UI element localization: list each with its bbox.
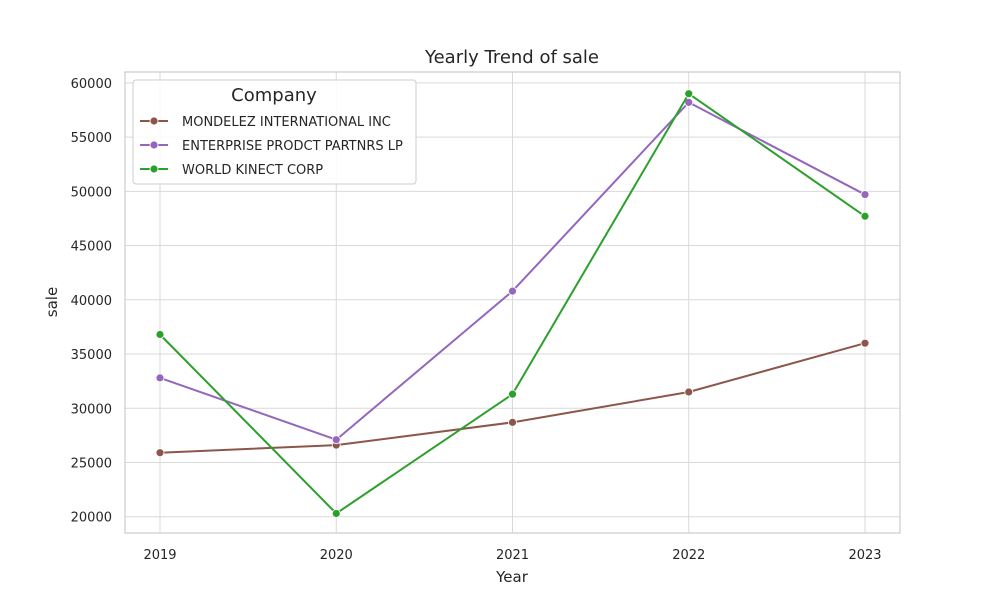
series <box>155 97 870 445</box>
data-point <box>331 509 341 518</box>
data-point <box>508 286 517 296</box>
x-tick-label: 2020 <box>320 548 353 563</box>
legend-item: MONDELEZ INTERNATIONAL INC <box>140 115 391 130</box>
data-point <box>684 89 694 99</box>
x-axis-label: Year <box>495 568 529 586</box>
data-point <box>860 211 870 221</box>
legend-swatch-marker <box>149 140 159 150</box>
legend-label: WORLD KINECT CORP <box>182 163 323 178</box>
legend-item: ENTERPRISE PRODCT PARTNRS LP <box>140 139 403 154</box>
chart-title: Yearly Trend of sale <box>424 47 599 68</box>
y-tick-label: 40000 <box>71 294 112 309</box>
data-point <box>684 387 694 397</box>
data-point <box>860 190 870 199</box>
y-tick-label: 55000 <box>71 131 112 146</box>
legend-swatch-marker <box>149 116 159 126</box>
legend-label: MONDELEZ INTERNATIONAL INC <box>182 115 391 130</box>
data-point <box>508 417 517 427</box>
legend-title: Company <box>231 85 317 106</box>
y-tick-label: 45000 <box>71 240 112 255</box>
legend-box <box>132 79 417 185</box>
legend-item: WORLD KINECT CORP <box>140 163 323 178</box>
data-point <box>860 338 870 348</box>
y-tick-label: 30000 <box>71 402 112 417</box>
y-axis-label: sale <box>43 287 61 317</box>
series <box>155 89 870 518</box>
legend-label: ENTERPRISE PRODCT PARTNRS LP <box>182 139 403 154</box>
series-layer <box>155 89 870 518</box>
y-tick-label: 60000 <box>71 77 112 92</box>
legend-swatch-marker <box>149 164 159 174</box>
legend: Company MONDELEZ INTERNATIONAL INC ENTERP… <box>132 79 417 185</box>
data-point <box>155 448 165 458</box>
series <box>155 338 870 458</box>
x-tick-label: 2023 <box>848 548 881 563</box>
y-tick-label: 35000 <box>71 348 112 363</box>
x-tick-labels: 2019 2020 2021 2022 2023 <box>143 548 881 563</box>
x-tick-label: 2019 <box>143 548 176 563</box>
plot-frame <box>124 71 901 534</box>
x-tick-label: 2021 <box>496 548 529 563</box>
y-tick-labels: 20000 25000 30000 35000 40000 45000 50000 55000… <box>71 77 112 526</box>
y-tick-label: 50000 <box>71 185 112 200</box>
grid-lines <box>125 72 900 533</box>
y-tick-label: 25000 <box>71 456 112 471</box>
data-point <box>508 389 517 399</box>
x-tick-label: 2022 <box>672 548 705 563</box>
data-point <box>155 373 165 383</box>
data-point <box>155 330 165 339</box>
y-tick-label: 20000 <box>71 511 112 526</box>
data-point <box>331 435 341 445</box>
